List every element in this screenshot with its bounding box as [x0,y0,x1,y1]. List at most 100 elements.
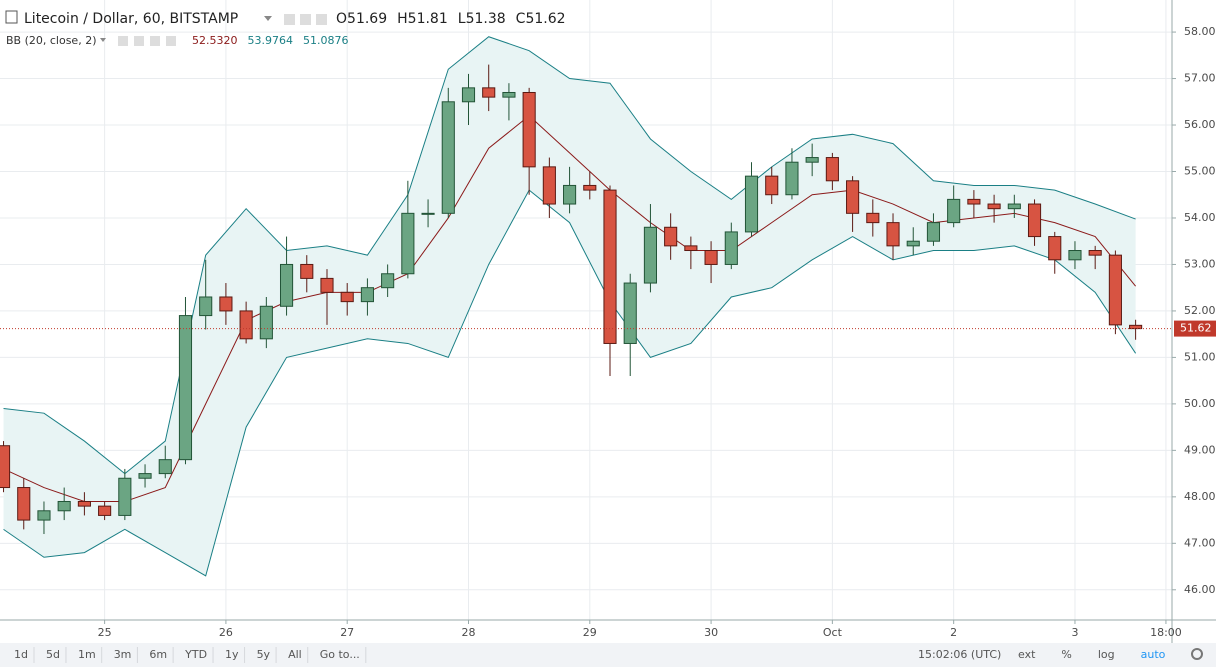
x-tick-label: 28 [461,626,475,639]
range-button[interactable]: 6m [149,648,167,661]
range-button[interactable]: All [288,648,302,661]
y-tick-label: 54.00 [1184,211,1216,224]
icon[interactable] [150,36,160,46]
range-button[interactable]: Go to... [320,648,360,661]
candle-body [765,175,779,196]
candle-body [320,277,334,293]
candle-body [37,510,51,521]
icon[interactable] [284,14,295,25]
candle-body [138,473,152,479]
y-tick-label: 46.00 [1184,583,1216,596]
symbol-icon[interactable] [5,10,18,24]
candle-body [219,296,233,312]
toolbar [0,643,1216,667]
candle-body [17,487,31,521]
chart-title: Litecoin / Dollar, 60, BITSTAMP [24,11,238,27]
candle-body [987,203,1001,210]
candle-body [643,226,658,284]
range-button[interactable]: YTD [184,648,207,661]
x-tick-label: 3 [1071,626,1078,639]
candle-body [542,166,556,205]
toolbar-items: 1d 5d 1m 3m 6m YTD 1y 5y All Go to... 15:02:06 (UT… [14,647,1166,663]
indicator-value: 53.9764 [248,34,294,47]
dropdown-arrow[interactable] [100,38,106,42]
candle-body [259,305,273,340]
candle-body [381,273,395,289]
candle-body [57,500,71,512]
clock: 15:02:06 (UTC) [918,648,1001,661]
indicator-value: 52.5320 [192,34,238,47]
last-price-label: 51.62 [1180,322,1212,335]
ohlc-letter: L [458,11,466,27]
candle-body [421,212,435,215]
range-button[interactable]: 5y [257,648,271,661]
icon[interactable] [118,36,128,46]
band-upper [3,36,1136,475]
scale-button[interactable]: ext [1018,648,1036,661]
x-tick-label: 25 [98,626,112,639]
range-button[interactable]: 3m [114,648,132,661]
icon[interactable] [134,36,144,46]
settings-icon[interactable] [1191,648,1203,660]
candle-body [441,101,455,214]
x-tick-label: Oct [823,626,843,639]
x-tick-label: 18:00 [1150,626,1182,639]
candle-body [664,226,678,247]
scale-button[interactable]: auto [1141,648,1166,661]
candle-body [623,282,637,344]
candle-body [825,157,839,182]
candle-body [967,198,981,205]
y-tick-label: 58.00 [1184,25,1216,38]
y-tick-label: 57.00 [1184,72,1216,85]
scale-button[interactable]: % [1061,648,1071,661]
candle-body [482,87,496,98]
band-lower [3,189,1137,577]
candle-body [1088,250,1102,256]
last-price-box [1174,320,1216,337]
range-button[interactable]: 1y [225,648,239,661]
x-tick-label: 30 [704,626,718,639]
ohlc-value: 51.62 [525,11,565,27]
candle-body [684,245,698,252]
candle-body [118,477,132,516]
candle-body [603,189,617,344]
icon[interactable] [316,14,327,25]
indicator-values: 52.5320 53.9764 51.0876 [192,34,349,47]
ohlc-value: 51.38 [466,11,506,27]
candle-body [906,240,920,247]
candle-body [785,161,799,196]
icon[interactable] [300,14,311,25]
candle-body [1027,203,1042,238]
y-tick-label: 51.00 [1184,350,1216,363]
y-tick-label: 48.00 [1184,490,1216,503]
candle-body [300,263,314,279]
candle-body [846,180,860,214]
ohlc-value: 51.69 [347,11,387,27]
candle-body [360,287,374,303]
candle-body [1048,236,1062,261]
y-tick-label: 55.00 [1184,164,1216,177]
y-tick-label: 47.00 [1184,536,1216,549]
candle-body [926,222,941,242]
candle-body [583,184,597,191]
range-button[interactable]: 1m [78,648,96,661]
y-tick-label: 50.00 [1184,397,1216,410]
candle-body [1108,254,1122,326]
scale-button[interactable]: log [1098,648,1115,661]
y-tick-label: 49.00 [1184,443,1216,456]
candle-body [947,198,961,224]
candle-body [522,91,536,168]
dropdown-arrow[interactable] [264,16,272,21]
candle-body [0,445,11,489]
candle-body [1068,250,1082,261]
icon[interactable] [166,36,176,46]
range-button[interactable]: 1d [14,648,28,661]
candle-body [866,212,880,224]
plot [0,36,1172,577]
x-tick-label: 29 [583,626,597,639]
candle-body [502,91,516,98]
candle-body [1129,324,1143,330]
axes: 46.00 47.00 48.00 49.00 50.00 51.00 52.00 53.00… [98,25,1216,639]
range-button[interactable]: 5d [46,648,60,661]
